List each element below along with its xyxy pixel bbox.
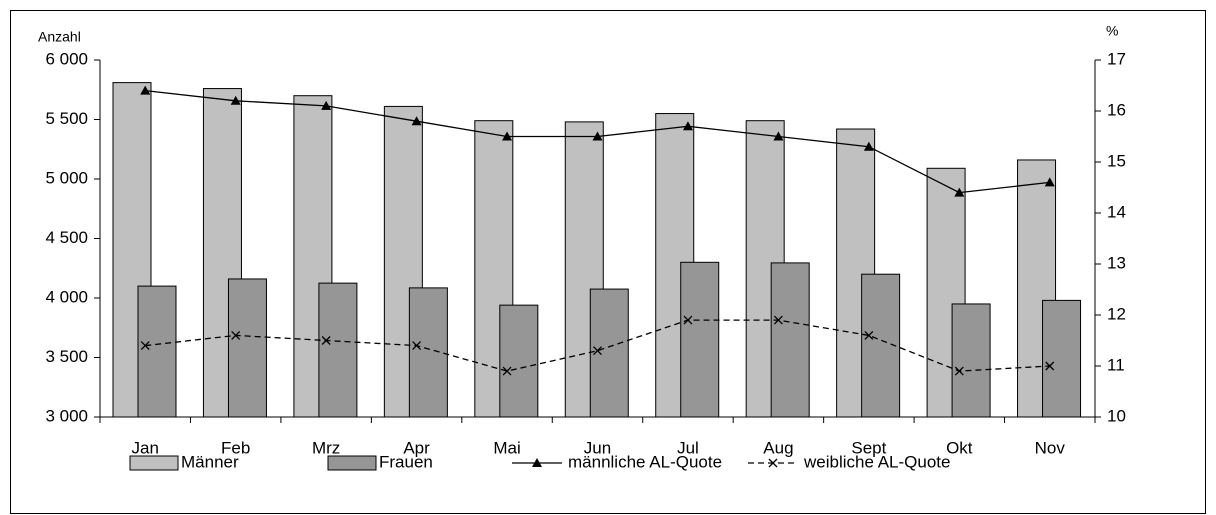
y-tick-label: 3 500	[45, 347, 88, 366]
line-marker	[683, 315, 693, 325]
line-marker	[140, 341, 150, 351]
legend-marker	[768, 458, 778, 468]
line-marker	[411, 116, 422, 126]
line-marker	[954, 366, 964, 376]
x-tick-label: Sept	[851, 438, 886, 457]
bar	[408, 287, 448, 418]
line-marker	[1045, 361, 1055, 371]
y2-tick-label: 12	[1107, 304, 1126, 323]
bar	[951, 303, 991, 418]
y-tick-label: 4 000	[45, 287, 88, 306]
bar	[137, 285, 177, 418]
y2-tick-label: 15	[1107, 151, 1126, 170]
line-marker	[231, 330, 241, 340]
x-tick-label: Feb	[221, 438, 250, 457]
line-marker	[773, 315, 783, 325]
x-tick-label: Apr	[403, 438, 430, 457]
line-marker	[682, 121, 693, 131]
y2-tick-label: 10	[1107, 406, 1126, 425]
bar	[383, 105, 423, 418]
x-tick-label: Nov	[1035, 438, 1066, 457]
legend-label: weibliche AL-Quote	[803, 452, 950, 471]
legend-label: Männer	[181, 452, 239, 471]
line-marker	[230, 95, 241, 105]
line-marker	[593, 346, 602, 356]
y2-tick-label: 13	[1107, 253, 1126, 272]
line-marker	[864, 330, 874, 340]
legend-label: Frauen	[379, 452, 433, 471]
bar	[680, 261, 720, 418]
y2-axis-title: %	[1106, 23, 1118, 39]
line-marker	[321, 100, 332, 110]
line-marker	[502, 366, 512, 376]
bar	[770, 262, 810, 418]
bar	[318, 282, 358, 418]
legend-marker	[532, 458, 542, 467]
line-marker	[773, 131, 784, 141]
legend-swatch	[129, 455, 179, 471]
x-tick-label: Mrz	[312, 438, 340, 457]
bar	[499, 304, 539, 418]
x-tick-label: Jun	[584, 438, 611, 457]
bar	[1042, 299, 1082, 418]
bar	[589, 288, 629, 418]
y-axis-title: Anzahl	[38, 29, 81, 45]
line-marker	[863, 141, 874, 151]
chart-frame	[10, 10, 1206, 514]
x-tick-label: Jul	[677, 438, 699, 457]
line-marker	[412, 341, 422, 351]
x-tick-label: Mai	[493, 438, 520, 457]
y2-tick-label: 17	[1107, 49, 1126, 68]
x-tick-label: Okt	[946, 438, 973, 457]
line-marker	[140, 85, 151, 95]
bar	[564, 121, 604, 418]
y-tick-label: 5 500	[45, 109, 88, 128]
y-tick-label: 6 000	[45, 49, 88, 68]
y2-tick-label: 14	[1107, 202, 1126, 221]
x-tick-label: Jan	[132, 438, 159, 457]
bar	[227, 278, 267, 418]
x-tick-label: Aug	[763, 438, 793, 457]
line-marker	[502, 131, 513, 141]
line-marker	[592, 131, 603, 141]
line-marker	[954, 187, 965, 197]
legend-swatch	[327, 455, 377, 471]
y2-tick-label: 16	[1107, 100, 1126, 119]
line	[145, 319, 1050, 372]
y-tick-label: 4 500	[45, 228, 88, 247]
line-marker	[321, 336, 331, 345]
y-tick-label: 5 000	[45, 168, 88, 187]
line-marker	[1044, 177, 1055, 187]
y-tick-label: 3 000	[45, 406, 88, 425]
legend-label: männliche AL-Quote	[568, 452, 722, 471]
y2-tick-label: 11	[1107, 355, 1125, 374]
